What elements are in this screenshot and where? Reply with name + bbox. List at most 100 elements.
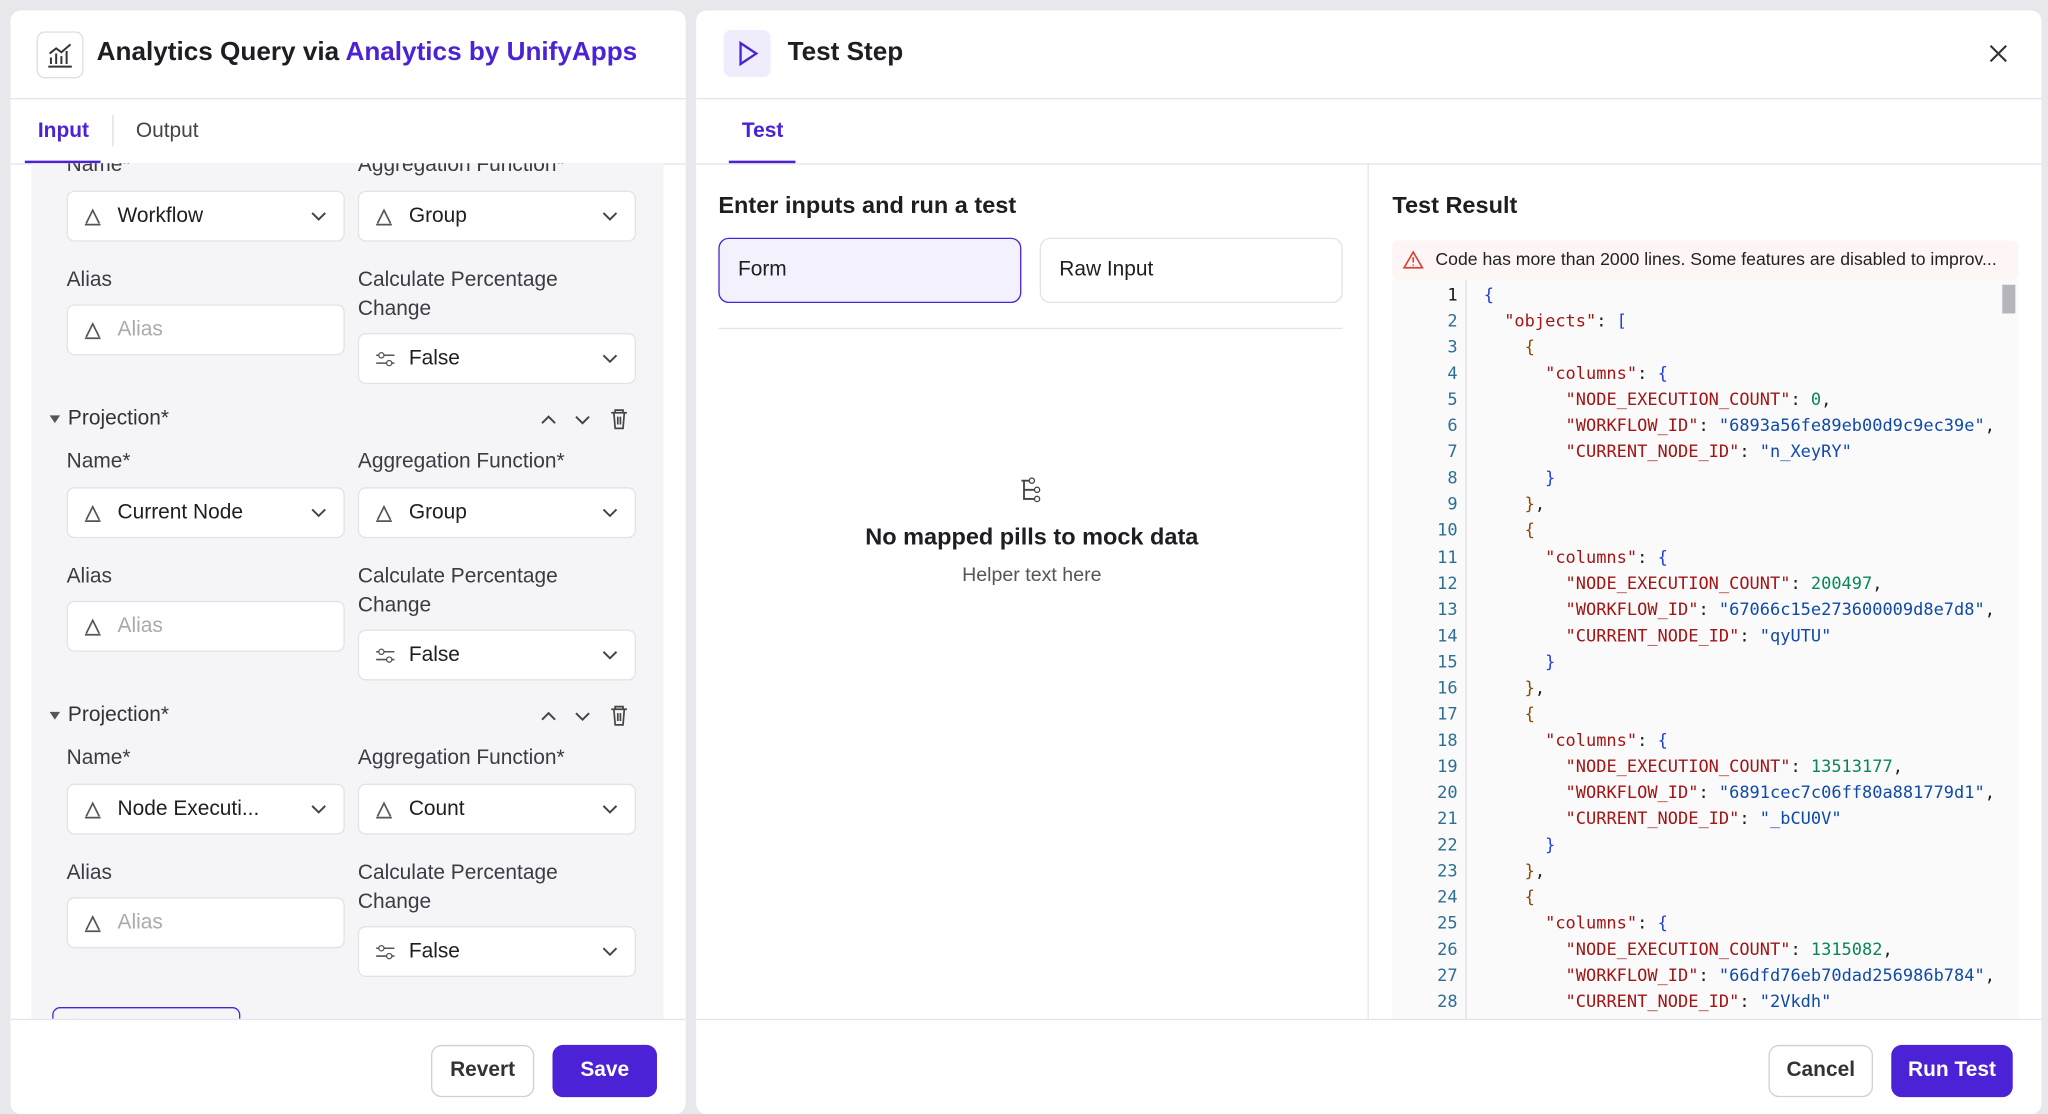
code-line: "CURRENT_NODE_ID": "2Vkdh" [1565,993,1832,1013]
pct-select-text: False [408,643,460,666]
line-number: 14 [1437,626,1458,647]
alias-input-text: Alias [117,614,163,637]
code-line: "WORKFLOW_ID": "67066c15e273600009d8e7d8… [1565,600,1995,620]
alias-input-text: Alias [117,911,163,934]
name-label: Name* [66,450,131,473]
name-select-text: Workflow [117,204,204,227]
tab-output[interactable]: Output [135,120,199,143]
code-line: } [1545,835,1556,856]
code-line: { [1524,338,1535,358]
code-line: }, [1524,678,1546,699]
name-label: Name* [66,747,131,770]
line-number: 15 [1437,652,1458,673]
panel-title: Test Step [787,37,904,67]
pct-select-text: False [408,346,460,369]
empty-icon [1021,477,1041,503]
revert-button[interactable]: Revert [431,1044,535,1098]
line-number: 1 [1447,286,1458,306]
play-icon [723,30,771,78]
add-projections-button[interactable]: Add Projections [52,1007,241,1019]
agg-select-text: Group [408,500,467,524]
result-heading: Test Result [1392,191,1518,219]
name-select-text: Node Executi... [117,797,260,820]
form-scroll: Name* Aggregation Function* Workflow Group A… [10,163,685,1019]
code-line: "CURRENT_NODE_ID": "qyUTU" [1565,626,1832,647]
agg-select[interactable]: Group [357,487,637,539]
line-number: 5 [1447,390,1458,411]
alias-input[interactable]: Alias [66,304,345,356]
alias-input[interactable]: Alias [66,600,345,652]
tab-input[interactable]: Input [37,120,89,143]
title-link[interactable]: Analytics by UnifyApps [345,37,638,67]
title-text: Analytics Query via [96,37,340,67]
panel-title: Analytics Query via Analytics by UnifyAp… [97,38,638,68]
line-number: 19 [1437,757,1458,777]
code-line: } [1545,469,1556,489]
line-number: 7 [1447,443,1458,463]
code-line: "NODE_EXECUTION_COUNT": 13513177, [1565,757,1903,777]
line-number: 13 [1437,600,1458,620]
warning-text: Code has more than 2000 lines. Some feat… [1435,249,1997,270]
empty-helper: Helper text here [962,564,1102,587]
pct-label: Calculate Percentage Change [357,862,558,913]
name-select[interactable]: Workflow [66,190,345,242]
agg-select[interactable]: Count [357,783,637,835]
code-line: "WORKFLOW_ID": "66dfd76eb70dad256986b784… [1565,966,1995,987]
name-select[interactable]: Node Executi... [66,783,345,835]
code-line: "NODE_EXECUTION_COUNT": 200497, [1565,574,1883,594]
code-line: "columns": { [1545,547,1668,568]
alias-label: Alias [66,862,112,885]
line-number: 24 [1437,888,1458,908]
line-number: 26 [1437,940,1458,961]
name-label: Name* [66,163,131,177]
right-panel: Test Step Test Enter inputs and run a te… [696,10,2042,1114]
code-line: { [1483,286,1494,306]
agg-select-text: Group [408,204,467,227]
code-line: "CURRENT_NODE_ID": "_bCU0V" [1565,809,1842,830]
line-number: 17 [1437,705,1458,725]
projection-icons [49,701,651,739]
alias-label: Alias [66,565,112,588]
line-number: 20 [1437,783,1458,804]
alias-input[interactable]: Alias [66,897,345,949]
warning-icon [1402,250,1424,269]
save-button[interactable]: Save [552,1044,657,1098]
line-number: 23 [1437,862,1458,882]
code-line: "columns": { [1545,914,1668,935]
cancel-button[interactable]: Cancel [1768,1044,1873,1098]
line-number: 28 [1437,993,1458,1013]
name-select-text: Current Node [117,500,243,524]
code-line: } [1545,652,1556,673]
close-button[interactable] [1988,43,2009,64]
line-number: 6 [1447,416,1458,437]
name-select[interactable]: Current Node [66,487,345,539]
mode-raw[interactable]: Raw Input [1039,237,1343,304]
line-number: 27 [1437,966,1458,987]
code-line: "NODE_EXECUTION_COUNT": 0, [1565,390,1832,411]
run-test-button[interactable]: Run Test [1891,1044,2013,1098]
pct-select[interactable]: False [357,333,637,384]
code-line: "NODE_EXECUTION_COUNT": 1315082, [1565,940,1893,961]
app-icon [36,31,84,79]
agg-select[interactable]: Group [357,190,637,242]
left-panel: Analytics Query via Analytics by UnifyAp… [10,10,686,1114]
code-line: { [1524,888,1535,908]
agg-label: Aggregation Function* [357,163,565,177]
pct-select[interactable]: False [357,926,637,977]
line-number: 11 [1437,547,1458,568]
code-line: }, [1524,495,1546,516]
tab-test[interactable]: Test [741,120,784,143]
mode-form[interactable]: Form [718,237,1022,304]
code-line: "WORKFLOW_ID": "6893a56fe89eb00d9c9ec39e… [1565,416,1995,437]
code-line: { [1524,521,1535,542]
line-number: 9 [1447,495,1458,516]
warning-bar [1392,240,2018,280]
line-number: 4 [1447,364,1458,385]
pct-select[interactable]: False [357,629,637,681]
code-line: "columns": { [1545,731,1668,751]
line-number: 16 [1437,678,1458,699]
agg-label: Aggregation Function* [357,450,565,473]
code-line: "CURRENT_NODE_ID": "n_XeyRY" [1565,443,1852,463]
